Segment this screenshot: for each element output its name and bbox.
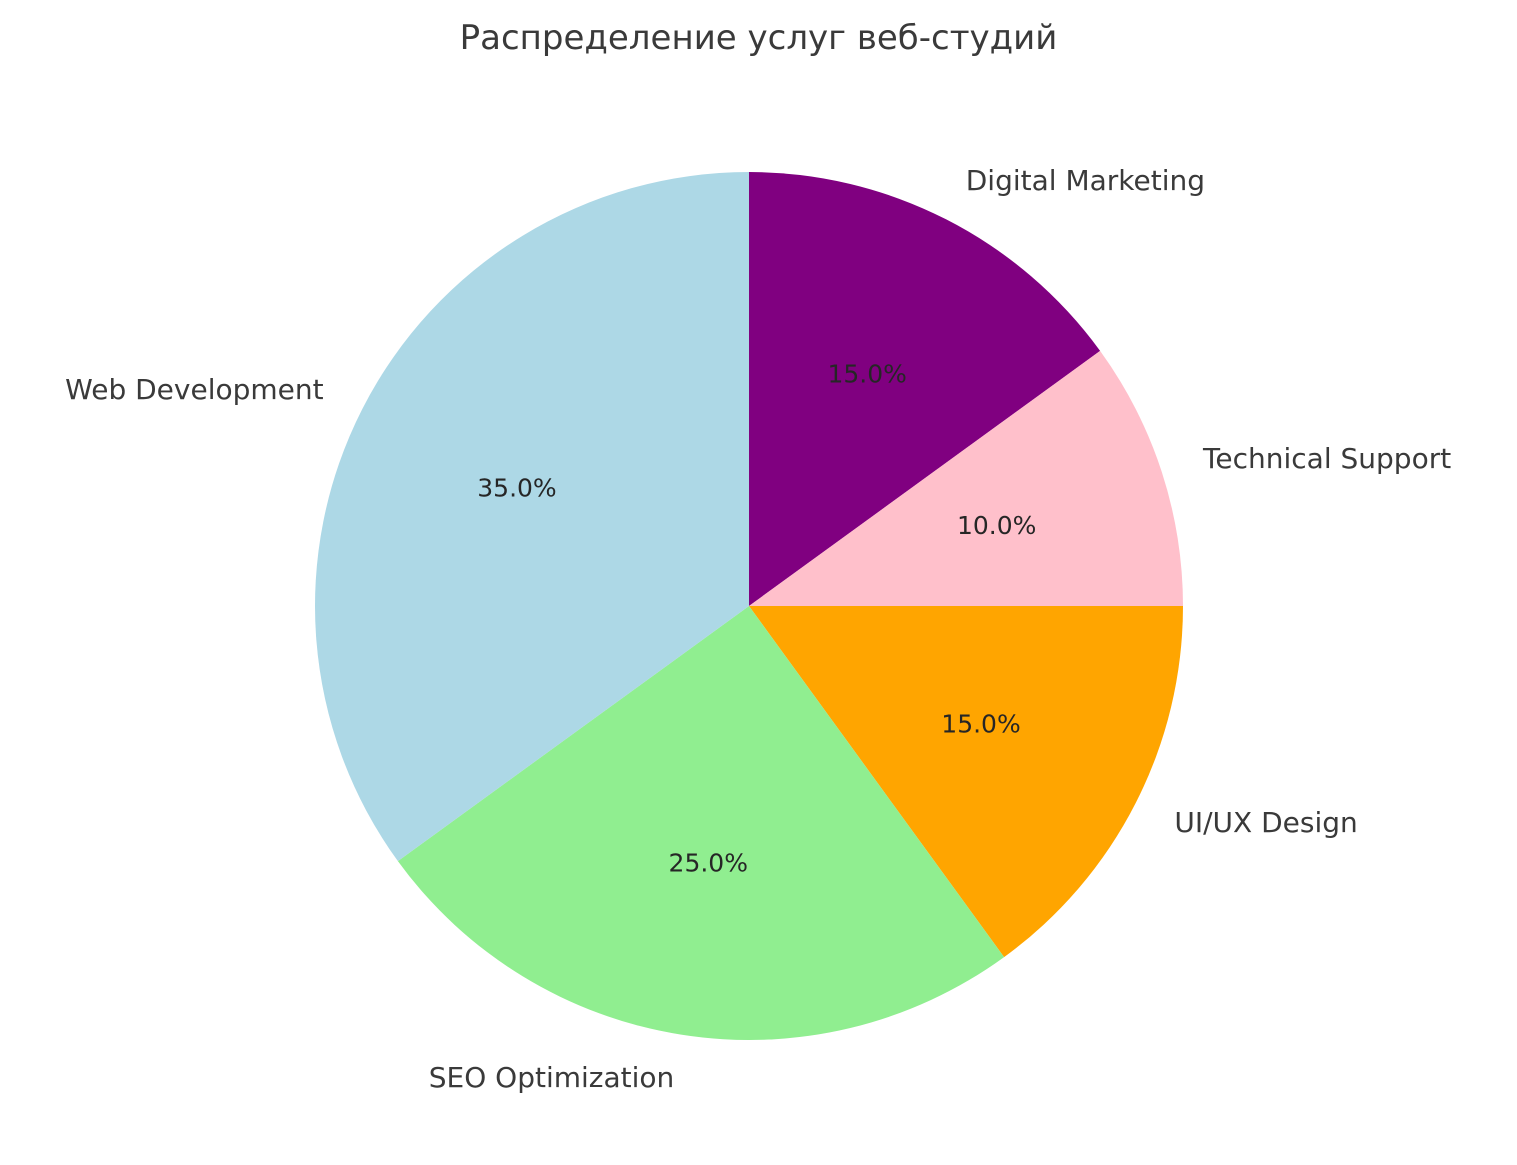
pie-label-web-development: Web Development	[65, 373, 323, 406]
pie-slice-technical-support	[749, 350, 1183, 606]
pie-label-ui-ux-design: UI/UX Design	[1174, 806, 1357, 839]
pie-label-seo-optimization: SEO Optimization	[429, 1061, 675, 1094]
pie-slice-seo-optimization	[397, 606, 1005, 1040]
pie-percent-web-development: 35.0%	[477, 473, 556, 502]
pie-label-digital-marketing: Digital Marketing	[966, 164, 1205, 197]
pie-slice-web-development	[315, 172, 749, 862]
pie-percent-ui-ux-design: 15.0%	[941, 710, 1020, 739]
pie-percent-technical-support: 10.0%	[957, 511, 1036, 540]
chart-title: Распределение услуг веб-студий	[459, 18, 1058, 58]
pie-percent-seo-optimization: 25.0%	[669, 849, 748, 878]
pie-percent-digital-marketing: 15.0%	[828, 359, 907, 388]
pie-label-technical-support: Technical Support	[1202, 442, 1451, 475]
pie-slice-ui-ux-design	[749, 606, 1183, 958]
pie-slice-digital-marketing	[749, 172, 1101, 606]
